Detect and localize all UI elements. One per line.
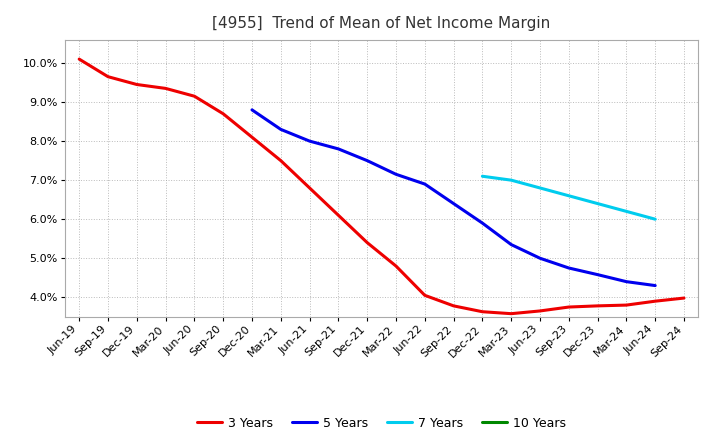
5 Years	[622, 279, 631, 284]
3 Years	[680, 295, 688, 301]
5 Years	[305, 139, 314, 144]
7 Years	[593, 201, 602, 206]
5 Years	[363, 158, 372, 163]
5 Years	[276, 127, 285, 132]
5 Years	[536, 256, 544, 261]
3 Years	[161, 86, 170, 91]
7 Years	[564, 193, 573, 198]
5 Years	[449, 201, 458, 206]
7 Years	[622, 209, 631, 214]
5 Years	[564, 265, 573, 271]
5 Years	[593, 272, 602, 277]
3 Years	[305, 185, 314, 191]
7 Years	[507, 177, 516, 183]
3 Years	[593, 303, 602, 308]
5 Years	[392, 172, 400, 177]
5 Years	[478, 220, 487, 226]
3 Years	[334, 213, 343, 218]
5 Years	[507, 242, 516, 247]
3 Years	[392, 264, 400, 269]
5 Years	[420, 181, 429, 187]
Line: 7 Years: 7 Years	[482, 176, 655, 219]
3 Years	[219, 111, 228, 117]
7 Years	[651, 216, 660, 222]
3 Years	[536, 308, 544, 314]
3 Years	[420, 293, 429, 298]
3 Years	[507, 311, 516, 316]
Title: [4955]  Trend of Mean of Net Income Margin: [4955] Trend of Mean of Net Income Margi…	[212, 16, 551, 32]
3 Years	[248, 135, 256, 140]
3 Years	[478, 309, 487, 314]
3 Years	[363, 240, 372, 245]
3 Years	[190, 94, 199, 99]
3 Years	[276, 158, 285, 163]
3 Years	[651, 299, 660, 304]
3 Years	[75, 56, 84, 62]
Legend: 3 Years, 5 Years, 7 Years, 10 Years: 3 Years, 5 Years, 7 Years, 10 Years	[192, 412, 572, 435]
3 Years	[564, 304, 573, 310]
Line: 5 Years: 5 Years	[252, 110, 655, 286]
7 Years	[478, 174, 487, 179]
5 Years	[651, 283, 660, 288]
3 Years	[449, 303, 458, 308]
3 Years	[104, 74, 112, 79]
Line: 3 Years: 3 Years	[79, 59, 684, 314]
5 Years	[248, 107, 256, 113]
5 Years	[334, 146, 343, 151]
3 Years	[622, 302, 631, 308]
7 Years	[536, 185, 544, 191]
3 Years	[132, 82, 141, 87]
